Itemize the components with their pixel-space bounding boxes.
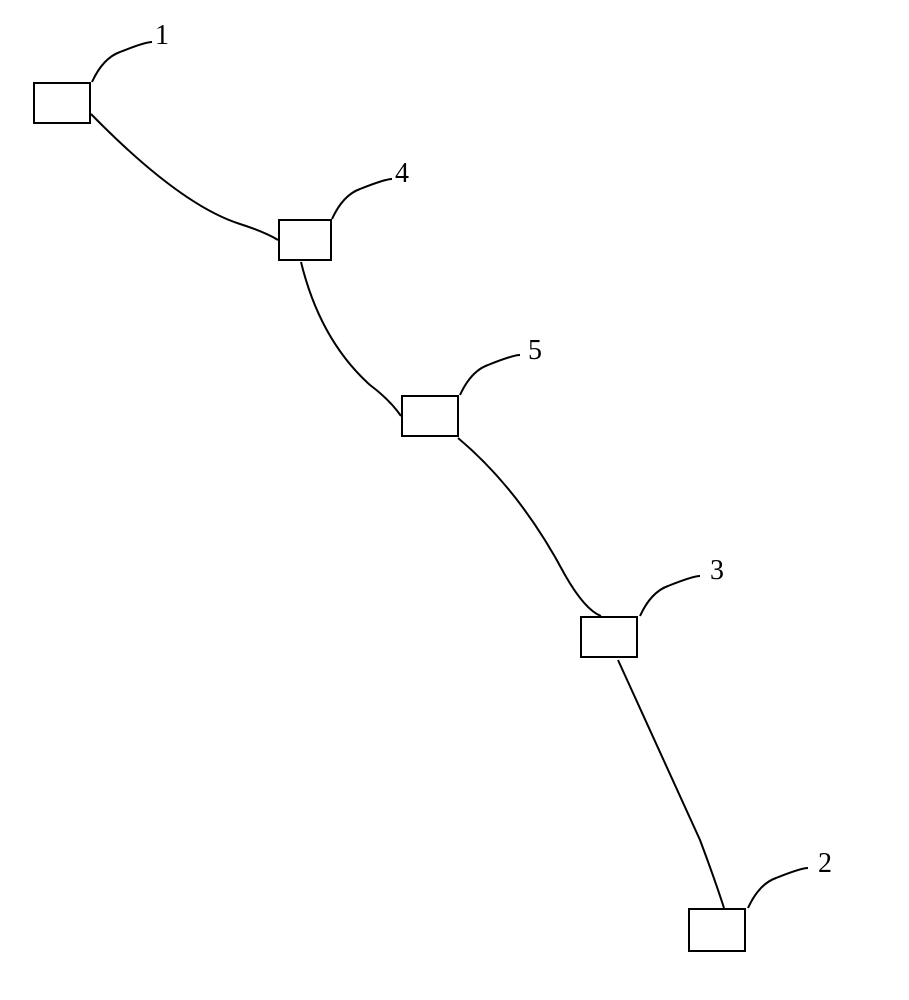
leader-line-2 — [748, 868, 808, 908]
node-box-3 — [580, 616, 638, 658]
leader-line-3 — [640, 576, 700, 616]
edge-node3-node2 — [618, 660, 724, 908]
node-box-2 — [688, 908, 746, 952]
node-box-4 — [278, 219, 332, 261]
node-label-4: 4 — [395, 158, 409, 190]
node-box-5 — [401, 395, 459, 437]
leader-line-5 — [460, 355, 520, 395]
leader-line-1 — [92, 42, 152, 82]
diagram-svg — [0, 0, 909, 1000]
edge-node5-node3 — [458, 438, 601, 616]
node-label-3: 3 — [710, 555, 724, 587]
node-box-1 — [33, 82, 91, 124]
node-label-1: 1 — [155, 20, 169, 52]
node-label-5: 5 — [528, 335, 542, 367]
edge-node4-node5 — [301, 262, 401, 416]
edge-node1-node4 — [91, 114, 278, 240]
leader-line-4 — [332, 179, 392, 219]
diagram-container: 1 4 5 3 2 — [0, 0, 909, 1000]
node-label-2: 2 — [818, 848, 832, 880]
